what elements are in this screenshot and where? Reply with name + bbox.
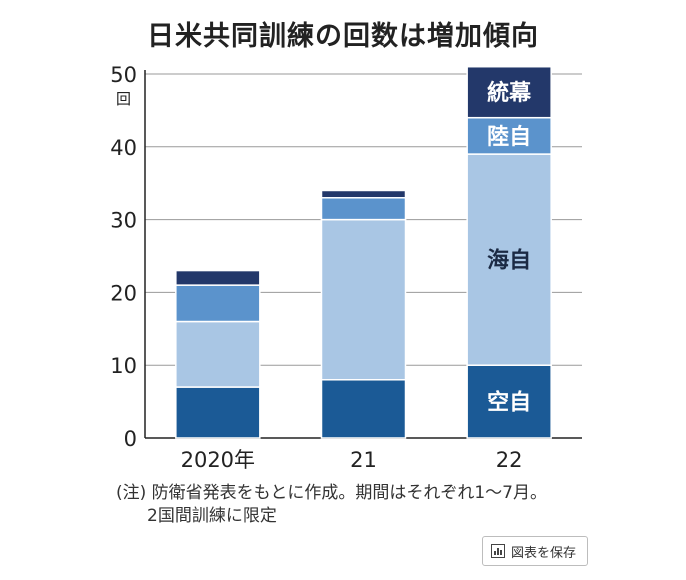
y-tick-label-30: 30 [110,209,137,233]
y-tick-label-0: 0 [124,427,137,451]
save-chart-label: 図表を保存 [511,545,577,561]
x-tick-label-1: 21 [350,448,377,472]
segment-label-空自: 空自 [487,390,531,416]
y-axis-label: 回 [116,90,131,108]
bar-海自-21 [320,218,407,381]
note-line-2: 2国間訓練に限定 [147,506,277,526]
y-tick-label-50: 50 [110,63,137,87]
chart-title: 日米共同訓練の回数は増加傾向 [147,21,539,52]
bar-海自-22 [466,153,552,366]
y-tick-label-20: 20 [110,281,137,305]
bar-chart-icon [491,544,505,558]
bar-統幕-22 [466,65,552,119]
bar-陸自-21 [320,197,407,221]
save-chart-button[interactable]: 図表を保存 [482,536,588,566]
bar-空自-2020年 [175,386,261,439]
bar-海自-2020年 [175,320,261,388]
bar-陸自-22 [466,116,552,155]
y-tick-label-10: 10 [110,354,137,378]
note-line-1: (注) 防衛省発表をもとに作成。期間はそれぞれ1～7月。 [116,483,547,503]
stacked-bar-chart: 0 10 20 30 40 50 回 2020年 21 空自 海自 陸自 統幕 22 [110,63,582,472]
bar-統幕-2020年 [175,269,261,286]
x-tick-label-2: 22 [496,448,523,472]
bar-陸自-2020年 [175,284,261,323]
bar-空自-21 [320,379,407,439]
segment-label-陸自: 陸自 [487,124,531,150]
bar-統幕-21 [320,189,407,199]
y-tick-label-40: 40 [110,136,137,160]
segment-label-海自: 海自 [487,248,531,274]
x-tick-label-0: 2020年 [181,448,255,472]
segment-label-統幕: 統幕 [487,80,532,106]
